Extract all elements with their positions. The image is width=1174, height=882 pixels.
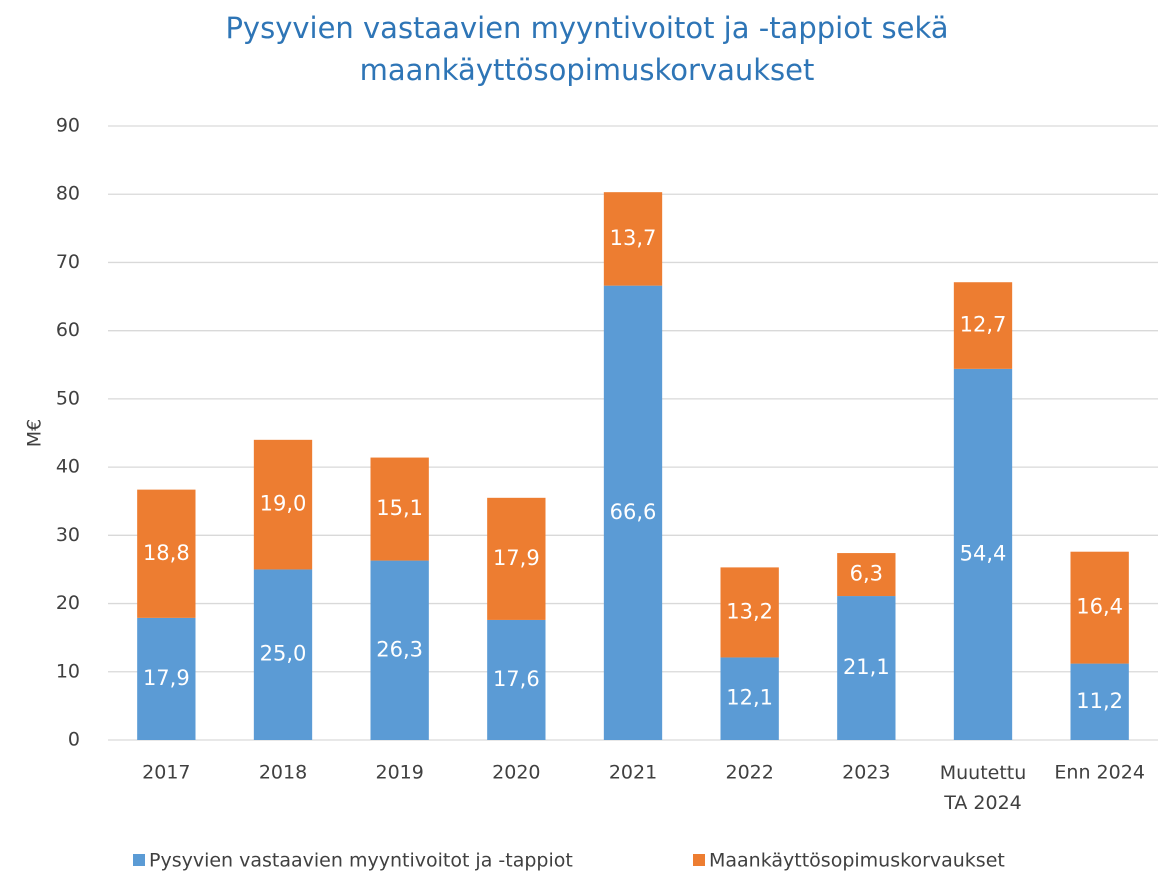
bar-segment (603, 192, 663, 286)
y-tick-label: 60 (56, 319, 80, 341)
data-label: 18,8 (143, 541, 190, 565)
bar-segment (953, 282, 1013, 369)
y-tick-label: 50 (56, 387, 80, 409)
bar-segment (137, 617, 196, 740)
legend-swatch (133, 854, 145, 866)
chart-title: Pysyvien vastaavien myyntivoitot ja -tap… (225, 11, 948, 45)
data-label: 17,6 (493, 667, 540, 691)
data-label: 12,7 (960, 313, 1007, 337)
y-tick-label: 20 (56, 592, 80, 614)
y-tick-label: 0 (68, 729, 80, 751)
data-label: 17,9 (143, 666, 190, 690)
x-tick-label: 2017 (142, 762, 190, 784)
x-tick-label: Enn 2024 (1054, 762, 1144, 784)
bar-segment (1070, 663, 1129, 740)
data-label: 54,4 (960, 541, 1007, 565)
bar-segment (253, 439, 313, 570)
data-label: 66,6 (610, 500, 657, 524)
chart-title: maankäyttösopimuskorvaukset (360, 53, 815, 87)
y-tick-label: 30 (56, 524, 80, 546)
data-label: 12,1 (726, 686, 773, 710)
x-tick-label: 2018 (259, 762, 307, 784)
x-tick-label: Muutettu TA 2024 (940, 762, 1027, 814)
bar-segment (253, 569, 313, 740)
x-tick-label: 2022 (725, 762, 773, 784)
y-tick-label: 40 (56, 456, 80, 478)
data-label: 11,2 (1076, 689, 1123, 713)
data-label: 15,1 (376, 496, 423, 520)
x-tick-label: 2021 (609, 762, 657, 784)
data-label: 26,3 (376, 637, 423, 661)
bar-segment (370, 560, 429, 740)
data-label: 25,0 (260, 642, 307, 666)
bar-segment (487, 619, 546, 740)
bar-segment (487, 497, 546, 620)
x-tick-label: 2019 (375, 762, 423, 784)
data-label: 16,4 (1076, 595, 1123, 619)
bar-segment (370, 457, 429, 561)
bar-segment (603, 285, 663, 740)
x-tick-label: 2023 (842, 762, 890, 784)
x-tick-label: 2020 (492, 762, 540, 784)
bar-segment (837, 596, 896, 740)
bar-segment (720, 567, 779, 658)
data-label: 21,1 (843, 655, 890, 679)
bar-segment (1070, 551, 1129, 664)
data-label: 13,7 (610, 226, 657, 250)
y-tick-label: 90 (56, 115, 80, 137)
data-label: 13,2 (726, 599, 773, 623)
y-tick-label: 80 (56, 183, 80, 205)
y-tick-label: 10 (56, 660, 80, 682)
y-tick-label: 70 (56, 251, 80, 273)
bar-segment (720, 657, 779, 740)
legend-label: Maankäyttösopimuskorvaukset (709, 850, 1005, 872)
bar-segment (953, 368, 1013, 740)
data-label: 17,9 (493, 546, 540, 570)
bar-segment (137, 489, 196, 618)
bar-segment (837, 553, 896, 597)
data-label: 19,0 (260, 492, 307, 516)
legend-swatch (693, 854, 705, 866)
data-label: 6,3 (850, 562, 883, 586)
legend-label: Pysyvien vastaavien myyntivoitot ja -tap… (149, 850, 573, 872)
y-axis-label: M€ (24, 419, 46, 447)
